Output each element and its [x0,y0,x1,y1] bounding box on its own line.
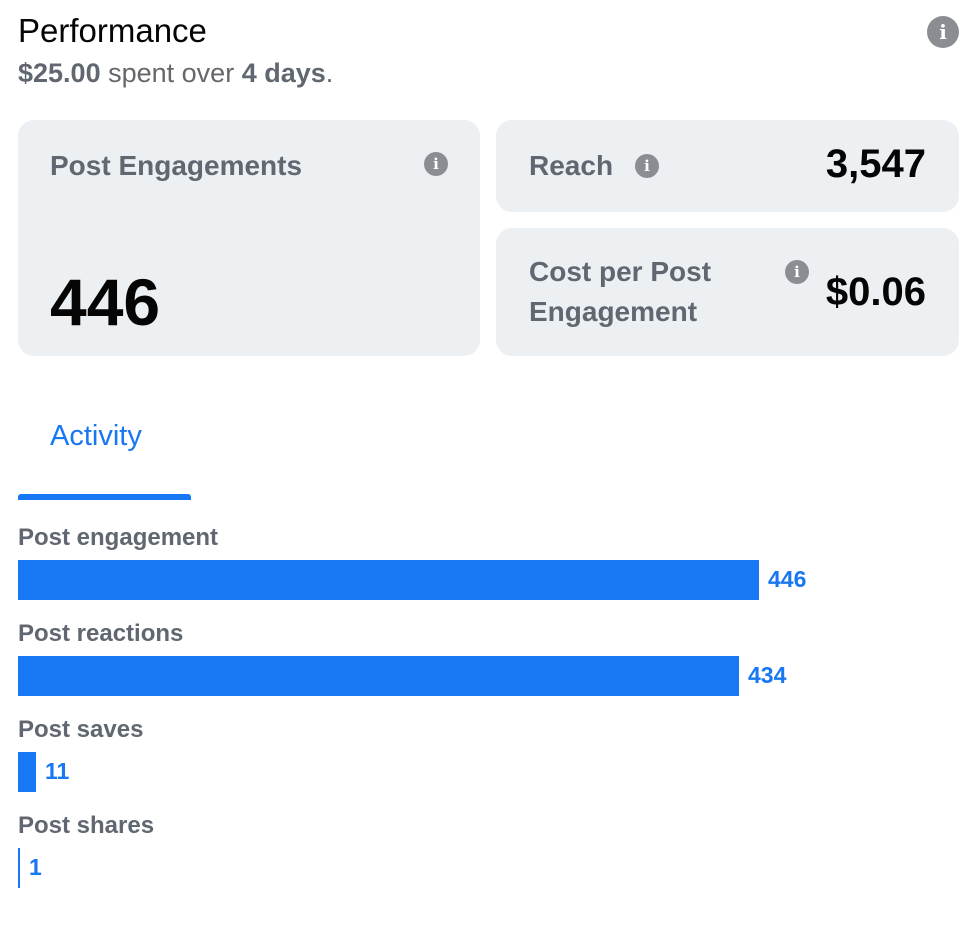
reach-label: Reach [529,150,614,181]
page-title: Performance [18,12,207,49]
activity-row: Post shares [18,812,154,840]
cost-per-engagement-label-line1: Cost per Post [529,256,712,287]
activity-row-label: Post reactions [18,620,184,647]
cost-per-engagement-info-icon[interactable]: i [785,260,809,284]
reach-info-icon[interactable]: i [635,154,659,178]
reach-value: 3,547 [825,142,926,186]
activity-bar-value: 446 [768,566,807,592]
activity-bar-value: 1 [29,854,42,880]
spend-amount: $25.00 [18,58,101,88]
post-engagements-info-icon[interactable]: i [424,152,448,176]
cost-per-engagement-value: $0.06 [825,270,926,314]
cost-per-engagement-card: Cost per Post Engagement i $0.06 [496,228,959,356]
info-icon[interactable]: i [927,16,959,48]
tab-activity[interactable]: Activity [50,420,142,452]
post-engagements-label: Post Engagements [50,150,303,181]
activity-bar [18,560,759,600]
post-engagements-card: Post Engagements i 446 [18,120,480,356]
spend-period-end: . [325,58,334,88]
spend-summary: $25.00 spent over 4 days. [18,58,333,89]
activity-row-label: Post engagement [18,524,219,551]
activity-bar-value: 434 [748,662,787,688]
cost-per-engagement-label-line2: Engagement [529,296,698,327]
activity-bar [18,848,20,888]
activity-bar [18,752,36,792]
reach-card: Reach i 3,547 [496,120,959,212]
cost-per-engagement-label: Cost per Post Engagement [529,252,711,332]
tab-activity-underline [18,494,191,500]
spend-middle-text: spent over [108,58,235,88]
activity-row: Post saves [18,716,143,744]
spend-duration: 4 days [241,58,326,88]
activity-row-label: Post saves [18,716,144,743]
activity-row: Post reactions [18,620,183,648]
activity-row: Post engagement [18,524,218,552]
activity-bar-value: 11 [45,758,70,784]
activity-bar [18,656,739,696]
post-engagements-value: 446 [50,265,161,339]
activity-row-label: Post shares [18,812,155,839]
